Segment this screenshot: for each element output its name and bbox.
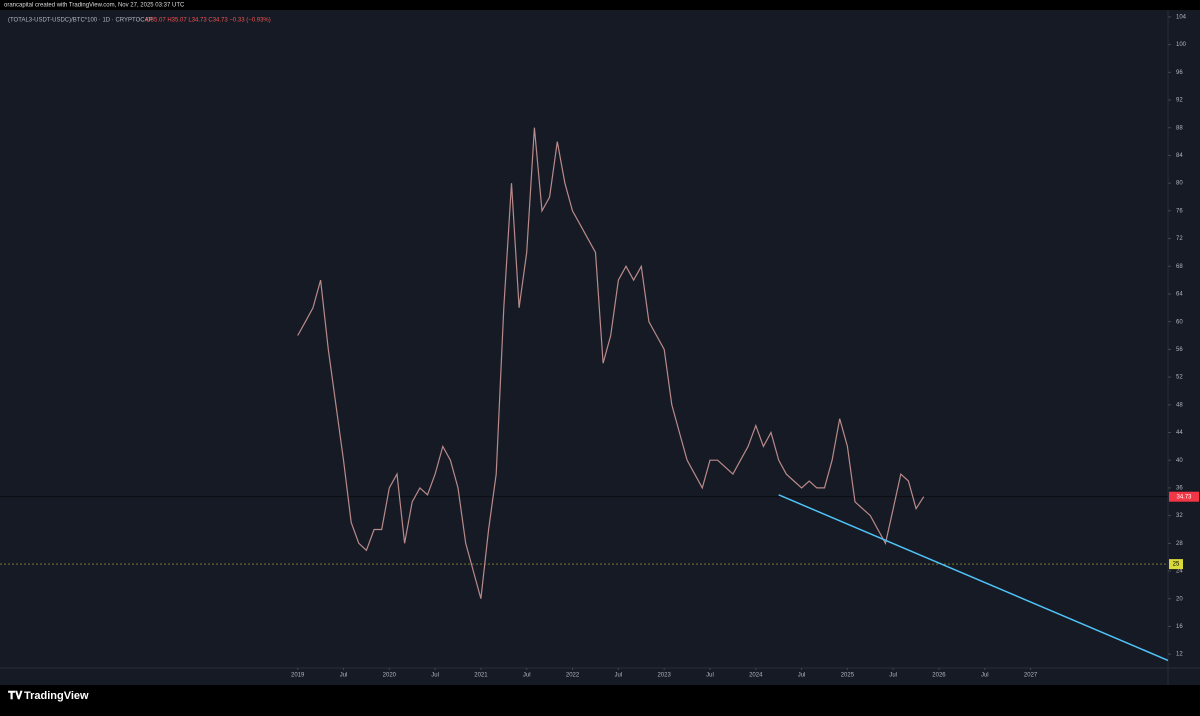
y-tick-label: 40 bbox=[1176, 458, 1183, 464]
level-label-box bbox=[1169, 559, 1183, 570]
chart-title: (TOTAL3-USDT-USDC)/BTC*100 · 1D · CRYPTO… bbox=[8, 18, 153, 24]
x-tick-label: 2026 bbox=[932, 673, 946, 679]
y-tick-label: 92 bbox=[1176, 98, 1183, 104]
y-tick-label: 60 bbox=[1176, 319, 1183, 325]
y-tick-label: 16 bbox=[1176, 624, 1183, 630]
y-tick-label: 24 bbox=[1176, 569, 1183, 575]
y-tick-label: 48 bbox=[1176, 402, 1183, 408]
x-tick-label: Jul bbox=[523, 673, 531, 679]
trendline bbox=[778, 494, 1169, 662]
y-tick-label: 96 bbox=[1176, 70, 1183, 76]
x-tick-label: Jul bbox=[431, 673, 439, 679]
y-tick-label: 72 bbox=[1176, 236, 1183, 242]
x-tick-label: Jul bbox=[615, 673, 623, 679]
x-tick-label: 2024 bbox=[749, 673, 763, 679]
x-tick-label: Jul bbox=[889, 673, 897, 679]
y-tick-label: 88 bbox=[1176, 125, 1183, 131]
y-tick-label: 44 bbox=[1176, 430, 1183, 436]
y-tick-label: 36 bbox=[1176, 485, 1183, 491]
y-tick-label: 68 bbox=[1176, 264, 1183, 270]
x-tick-label: 2023 bbox=[657, 673, 671, 679]
ohlc-text: O35.07 H35.07 L34.73 C34.73 −0.33 (−0.93… bbox=[146, 18, 271, 24]
y-tick-label: 12 bbox=[1176, 652, 1183, 658]
x-tick-label: Jul bbox=[798, 673, 806, 679]
brand-mark: 𝐓𝐕 bbox=[8, 690, 23, 702]
y-tick-label: 100 bbox=[1176, 42, 1187, 48]
y-tick-label: 56 bbox=[1176, 347, 1183, 353]
x-tick-label: 2027 bbox=[1024, 673, 1038, 679]
y-tick-label: 64 bbox=[1176, 292, 1183, 298]
x-tick-label: 2021 bbox=[474, 673, 488, 679]
y-tick-label: 80 bbox=[1176, 181, 1183, 187]
x-tick-label: Jul bbox=[340, 673, 348, 679]
y-tick-label: 20 bbox=[1176, 596, 1183, 602]
price-line bbox=[297, 127, 925, 599]
brand-name: TradingView bbox=[24, 690, 89, 702]
last-price-label: 34.73 bbox=[1176, 494, 1192, 500]
y-tick-label: 32 bbox=[1176, 513, 1183, 519]
last-price-box bbox=[1169, 491, 1199, 502]
x-tick-label: 2019 bbox=[291, 673, 305, 679]
y-tick-label: 76 bbox=[1176, 208, 1183, 214]
y-tick-label: 84 bbox=[1176, 153, 1183, 159]
attribution: orancapital created with TradingView.com… bbox=[4, 3, 185, 9]
x-tick-label: 2022 bbox=[566, 673, 580, 679]
level-label: 25 bbox=[1173, 562, 1180, 568]
y-tick-label: 52 bbox=[1176, 375, 1183, 381]
y-tick-label: 104 bbox=[1176, 15, 1187, 21]
x-tick-label: Jul bbox=[981, 673, 989, 679]
brand-logo: 𝐓𝐕 TradingView bbox=[8, 690, 89, 702]
x-tick-label: Jul bbox=[706, 673, 714, 679]
y-tick-label: 28 bbox=[1176, 541, 1183, 547]
chart-pane bbox=[0, 10, 1200, 685]
x-tick-label: 2020 bbox=[383, 673, 397, 679]
x-tick-label: 2025 bbox=[841, 673, 855, 679]
